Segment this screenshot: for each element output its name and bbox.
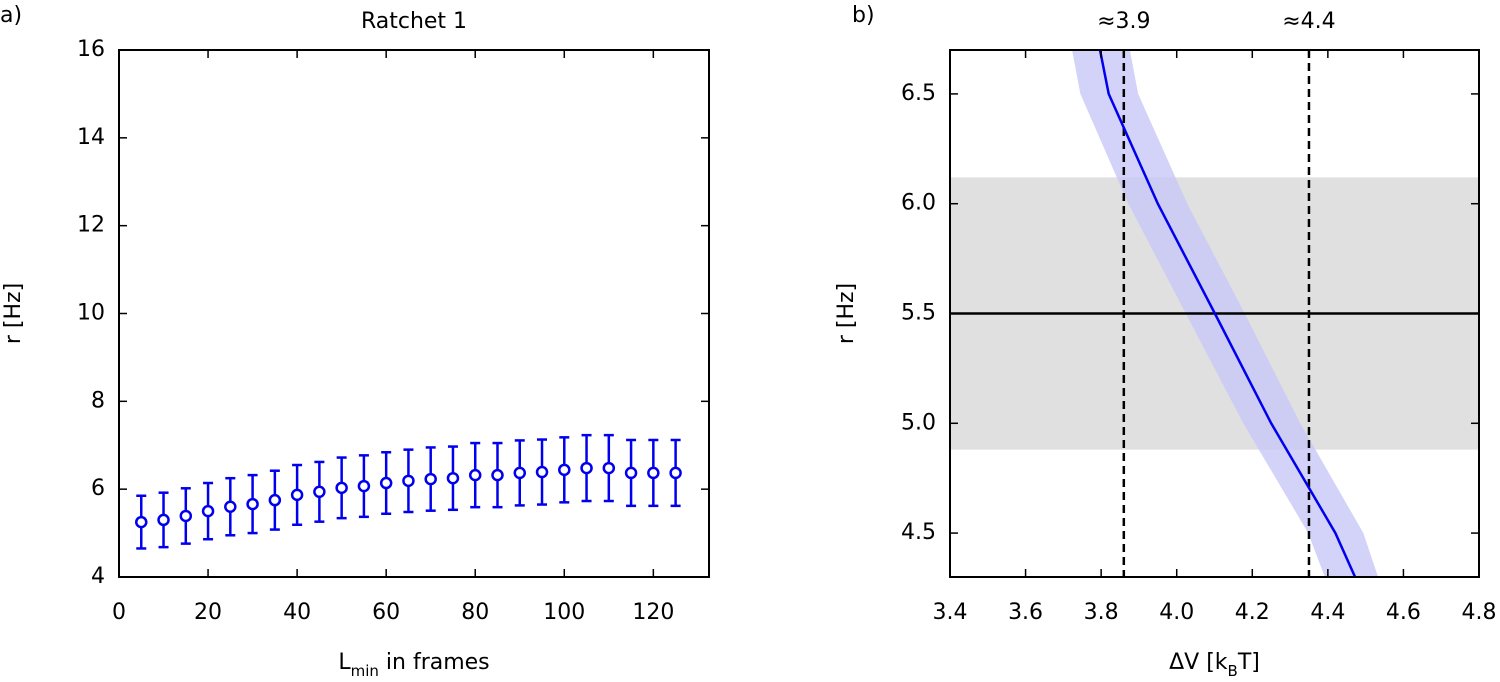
- data-point: [580, 461, 593, 475]
- chart-title: Ratchet 1: [361, 9, 467, 34]
- x-tick-label: 4.2: [1235, 600, 1270, 625]
- data-point: [135, 515, 148, 529]
- data-point: [357, 479, 371, 493]
- y-tick-label: 6.5: [901, 81, 936, 106]
- data-point: [624, 466, 638, 480]
- x-axis-label: ΔV [kBT]: [1169, 650, 1260, 680]
- x-axis-label-sub: B: [1228, 662, 1238, 680]
- x-tick-label: 3.4: [933, 600, 968, 625]
- panel-label: b): [852, 3, 875, 28]
- x-tick-label: 20: [194, 600, 222, 625]
- data-point: [491, 468, 504, 482]
- data-point: [201, 504, 215, 518]
- plot-area: [950, 50, 1479, 577]
- data-point: [313, 485, 326, 499]
- data-point: [268, 493, 282, 507]
- x-tick-label: 60: [372, 600, 400, 625]
- x-axis-label: Lmin in frames: [338, 650, 489, 680]
- y-axis-label: r [Hz]: [1, 283, 26, 344]
- x-tick-label: 3.8: [1084, 600, 1119, 625]
- y-axis-label: r [Hz]: [834, 283, 859, 344]
- panel-label: a): [0, 3, 22, 28]
- data-point: [224, 500, 237, 513]
- data-point: [179, 509, 193, 523]
- data-point: [290, 488, 304, 502]
- data-point: [669, 466, 682, 480]
- x-axis-label-main: ΔV [k: [1169, 650, 1228, 675]
- data-point: [513, 466, 527, 480]
- y-tick-label: 10: [77, 301, 105, 326]
- y-tick-label: 4: [91, 564, 105, 589]
- x-tick-label: 4.0: [1159, 600, 1194, 625]
- x-tick-label: 0: [112, 600, 126, 625]
- curve: [1098, 50, 1357, 577]
- x-tick-label: 120: [632, 600, 674, 625]
- v-line-label: ≈4.4: [1282, 9, 1335, 34]
- x-tick-label: 80: [461, 600, 489, 625]
- data-point: [602, 461, 616, 475]
- x-tick-label: 4.8: [1462, 600, 1497, 625]
- y-tick-label: 12: [77, 213, 105, 238]
- x-tick-label: 4.4: [1310, 600, 1345, 625]
- data-point: [402, 474, 415, 488]
- data-point: [379, 476, 393, 490]
- y-tick-label: 6.0: [901, 191, 936, 216]
- data-point: [446, 471, 460, 485]
- y-tick-label: 5.0: [901, 410, 936, 435]
- data-point: [468, 468, 482, 482]
- data-point: [535, 465, 549, 479]
- data-point: [246, 497, 259, 511]
- y-tick-label: 16: [77, 37, 105, 62]
- data-point: [424, 472, 437, 486]
- data-point: [558, 463, 571, 477]
- y-tick-label: 6: [91, 476, 105, 501]
- x-axis-label-rest: T]: [1237, 650, 1260, 675]
- x-axis-label-main: L: [338, 650, 351, 675]
- y-tick-label: 14: [77, 125, 105, 150]
- x-axis-label-sub: min: [351, 662, 379, 680]
- data-point: [647, 466, 660, 480]
- y-tick-label: 8: [91, 388, 105, 413]
- v-line-label: ≈3.9: [1097, 9, 1150, 34]
- x-tick-label: 100: [543, 600, 585, 625]
- x-tick-label: 4.6: [1386, 600, 1421, 625]
- x-tick-label: 40: [283, 600, 311, 625]
- y-tick-label: 5.5: [901, 301, 936, 326]
- x-axis-label-rest: in frames: [379, 650, 490, 675]
- x-tick-label: 3.6: [1008, 600, 1043, 625]
- data-point: [335, 481, 348, 495]
- y-tick-label: 4.5: [901, 520, 936, 545]
- data-point: [157, 513, 170, 527]
